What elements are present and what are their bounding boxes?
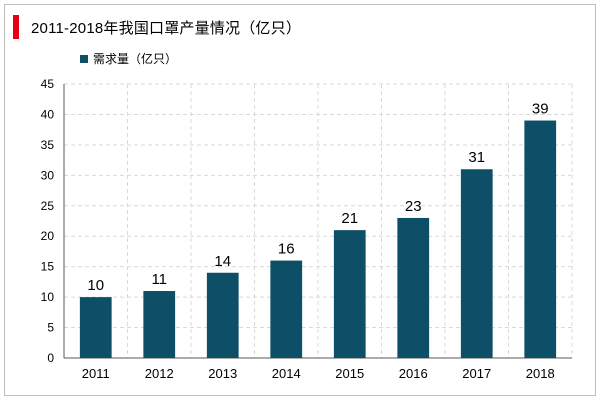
y-tick-label: 5 bbox=[47, 321, 54, 335]
y-tick-label: 40 bbox=[41, 107, 55, 121]
x-tick-label: 2015 bbox=[335, 366, 364, 381]
x-tick-label: 2013 bbox=[208, 366, 237, 381]
x-tick-label: 2017 bbox=[462, 366, 491, 381]
y-tick-label: 25 bbox=[41, 199, 55, 213]
bar bbox=[460, 169, 493, 358]
x-tick-label: 2011 bbox=[82, 366, 110, 381]
title-row: 2011-2018年我国口罩产量情况（亿只） bbox=[5, 15, 301, 39]
legend: 需求量（亿只） bbox=[80, 50, 177, 67]
legend-label: 需求量（亿只） bbox=[93, 52, 178, 66]
y-tick-label: 15 bbox=[41, 260, 55, 274]
y-tick-label: 45 bbox=[41, 77, 55, 91]
bar bbox=[397, 217, 430, 358]
legend-swatch bbox=[80, 54, 88, 63]
y-tick-label: 30 bbox=[41, 168, 55, 182]
x-tick-label: 2018 bbox=[526, 366, 555, 381]
bar bbox=[79, 297, 112, 358]
y-tick-label: 20 bbox=[41, 229, 55, 243]
data-label: 14 bbox=[214, 253, 231, 270]
data-label: 10 bbox=[87, 277, 104, 294]
data-label: 11 bbox=[151, 271, 167, 288]
y-tick-label: 10 bbox=[41, 290, 55, 304]
x-tick-label: 2014 bbox=[272, 366, 301, 381]
data-label: 21 bbox=[341, 210, 358, 227]
bar bbox=[270, 260, 303, 358]
bar bbox=[333, 230, 366, 358]
data-label: 39 bbox=[532, 101, 549, 118]
title-accent-bar bbox=[13, 15, 19, 39]
y-tick-label: 0 bbox=[47, 351, 54, 365]
x-tick-label: 2012 bbox=[145, 366, 174, 381]
data-label: 16 bbox=[278, 241, 295, 258]
bar bbox=[143, 291, 176, 358]
data-label: 31 bbox=[468, 149, 485, 166]
y-tick-label: 35 bbox=[41, 138, 55, 152]
bar bbox=[206, 272, 239, 358]
chart-title: 2011-2018年我国口罩产量情况（亿只） bbox=[31, 19, 302, 37]
data-label: 23 bbox=[405, 198, 422, 215]
x-tick-label: 2016 bbox=[399, 366, 428, 381]
bar bbox=[524, 120, 557, 359]
